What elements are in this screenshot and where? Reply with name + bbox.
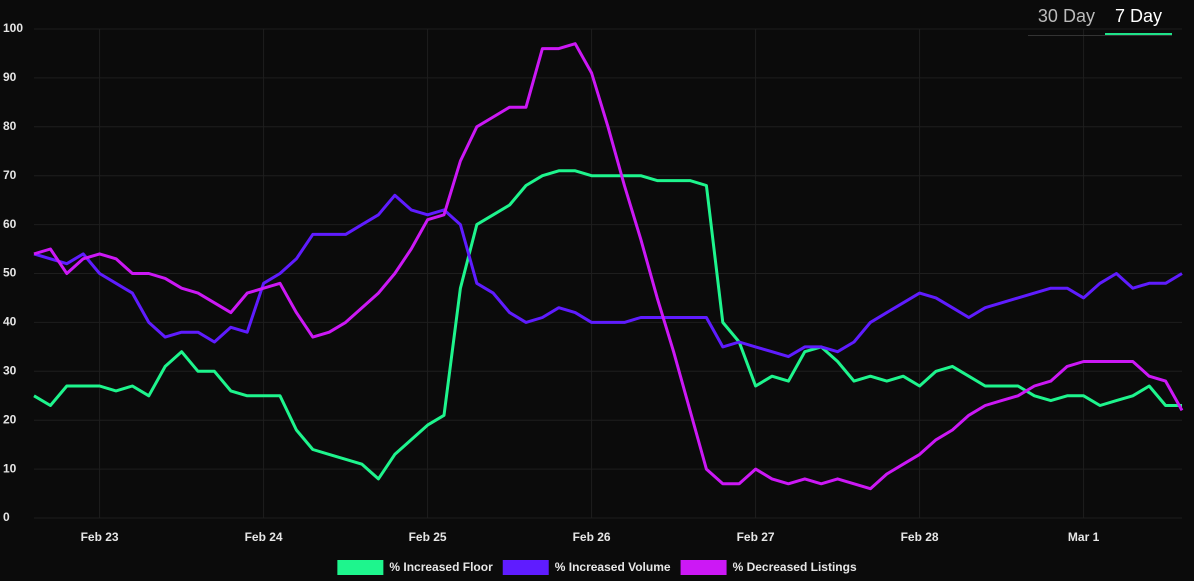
- x-tick-label: Feb 25: [409, 530, 447, 544]
- range-tab[interactable]: 7 Day: [1104, 2, 1172, 35]
- y-tick-label: 0: [3, 510, 10, 524]
- legend-swatch: [680, 560, 727, 575]
- legend-swatch: [337, 560, 384, 575]
- legend: % Increased Floor % Increased Volume % Dec…: [337, 560, 857, 575]
- x-tick-label: Feb 24: [245, 530, 283, 544]
- y-tick-label: 20: [3, 412, 17, 426]
- x-tick-label: Feb 27: [737, 530, 775, 544]
- y-tick-label: 40: [3, 315, 17, 329]
- legend-label: % Increased Volume: [555, 560, 671, 574]
- series-line: [33, 193, 1183, 359]
- legend-swatch: [502, 560, 549, 575]
- x-tick-label: Mar 1: [1068, 530, 1100, 544]
- x-tick-label: Feb 23: [81, 530, 119, 544]
- range-tab[interactable]: 30 Day: [1037, 6, 1095, 26]
- y-tick-label: 80: [3, 119, 17, 133]
- x-tick-label: Feb 26: [573, 530, 611, 544]
- y-tick-label: 60: [3, 217, 17, 231]
- y-tick-label: 90: [3, 70, 17, 84]
- y-tick-label: 10: [3, 461, 17, 475]
- legend-label: % Decreased Listings: [733, 560, 857, 574]
- range-tabs: 30 Day 7 Day: [1027, 2, 1172, 36]
- y-tick-label: 50: [3, 266, 17, 280]
- y-tick-label: 70: [3, 168, 17, 182]
- series-line: [33, 169, 1182, 481]
- legend-label: % Increased Floor: [389, 560, 493, 574]
- series-line: [33, 42, 1184, 491]
- y-tick-label: 30: [3, 363, 17, 377]
- y-tick-label: 100: [3, 21, 23, 35]
- x-tick-label: Feb 28: [901, 530, 939, 544]
